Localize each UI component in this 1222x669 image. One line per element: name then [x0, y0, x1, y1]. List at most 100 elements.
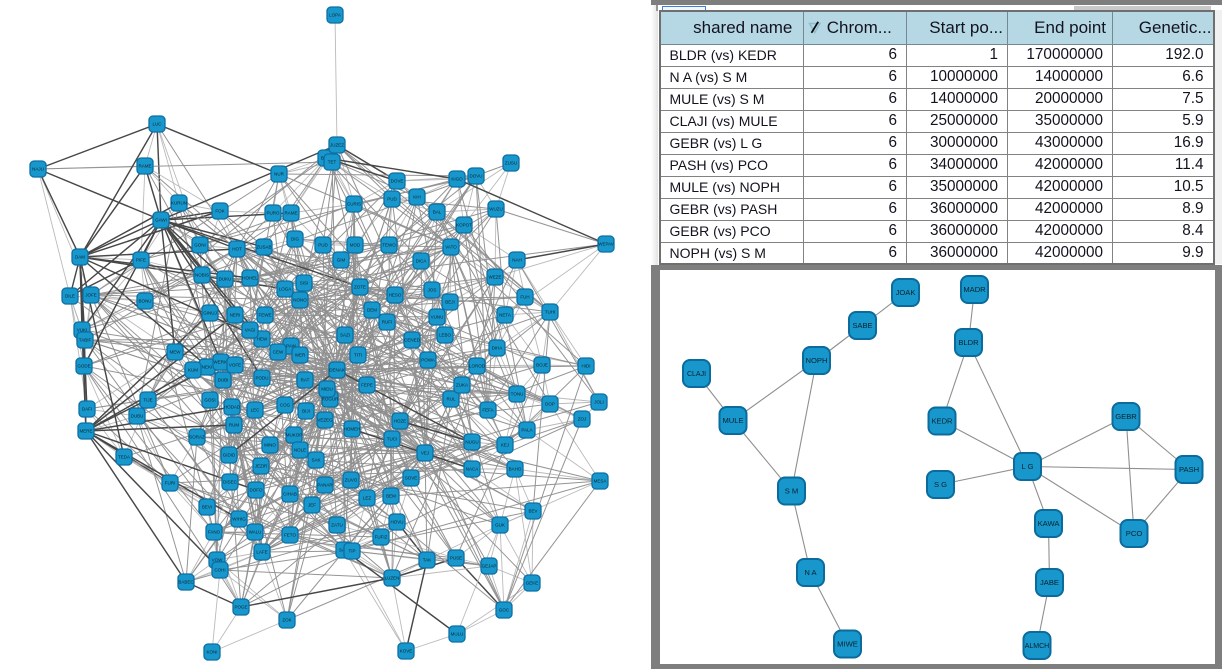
svg-text:MINO: MINO — [264, 443, 276, 448]
svg-text:JOLI: JOLI — [594, 400, 604, 405]
svg-text:KIGO: KIGO — [451, 177, 463, 182]
svg-text:MULE: MULE — [722, 416, 743, 425]
svg-text:PANAR: PANAR — [317, 483, 333, 488]
svg-text:PASH: PASH — [1179, 465, 1199, 474]
svg-text:NOLE: NOLE — [294, 448, 306, 453]
svg-text:NAH: NAH — [512, 258, 522, 263]
svg-text:DOVU: DOVU — [469, 174, 482, 179]
svg-text:VATO: VATO — [445, 245, 457, 250]
svg-text:RUL: RUL — [446, 397, 455, 402]
svg-text:CENED: CENED — [404, 338, 421, 343]
svg-text:LEZ: LEZ — [363, 496, 372, 501]
svg-text:TUCI: TUCI — [387, 437, 398, 442]
svg-text:NAJU: NAJU — [32, 167, 44, 172]
svg-text:HOZE: HOZE — [394, 419, 407, 424]
svg-text:GONI: GONI — [194, 243, 206, 248]
svg-text:CIHAB: CIHAB — [283, 492, 297, 497]
svg-text:GEJAP: GEJAP — [482, 564, 497, 569]
svg-text:WALU: WALU — [249, 530, 262, 535]
svg-text:SOVE: SOVE — [405, 476, 418, 481]
svg-text:POWA: POWA — [421, 358, 435, 363]
svg-text:RUFI: RUFI — [382, 320, 393, 325]
svg-text:FOK: FOK — [215, 209, 224, 214]
svg-text:MOD: MOD — [350, 243, 361, 248]
svg-text:LOGA: LOGA — [279, 287, 292, 292]
svg-text:DEM: DEM — [367, 308, 377, 313]
svg-text:KURUN: KURUN — [171, 201, 187, 206]
svg-text:DOP: DOP — [545, 402, 555, 407]
svg-text:NEKI: NEKI — [202, 365, 213, 370]
svg-text:FURI: FURI — [165, 481, 176, 486]
svg-text:GAWI: GAWI — [155, 218, 167, 223]
svg-text:RUM: RUM — [229, 423, 239, 428]
svg-text:RAT: RAT — [301, 378, 310, 383]
svg-text:KOVE: KOVE — [400, 649, 413, 654]
svg-text:SORAZ: SORAZ — [189, 435, 205, 440]
svg-text:VUKI: VUKI — [77, 328, 88, 333]
svg-text:PODU: PODU — [255, 376, 268, 381]
svg-text:VOFE: VOFE — [229, 363, 241, 368]
svg-text:FEFA: FEFA — [482, 408, 493, 413]
svg-text:ZUVO: ZUVO — [345, 478, 358, 483]
svg-text:BABEC: BABEC — [178, 580, 194, 585]
svg-text:FUH: FUH — [520, 295, 529, 300]
svg-text:GEKE: GEKE — [526, 581, 539, 586]
svg-text:GEBR: GEBR — [1115, 412, 1137, 421]
svg-text:VEZEG: VEZEG — [317, 418, 333, 423]
svg-text:NUGU: NUGU — [465, 440, 478, 445]
svg-text:WERIC: WERIC — [214, 360, 230, 365]
svg-text:SAK: SAK — [311, 458, 320, 463]
svg-text:GOSI: GOSI — [204, 398, 215, 403]
svg-text:VOW: VOW — [212, 558, 224, 563]
svg-text:CURIS: CURIS — [347, 202, 361, 207]
svg-text:GIDID: GIDID — [223, 453, 236, 458]
svg-text:KEDR: KEDR — [931, 417, 953, 426]
svg-text:LUC: LUC — [152, 122, 162, 127]
svg-text:LOPA: LOPA — [329, 13, 341, 18]
svg-text:GINUJ: GINUJ — [203, 311, 217, 316]
svg-text:KEJ: KEJ — [501, 443, 509, 448]
svg-text:GODE: GODE — [77, 364, 90, 369]
svg-text:TET: TET — [328, 160, 337, 165]
svg-text:LUZEN: LUZEN — [385, 576, 400, 581]
svg-text:WEZE: WEZE — [489, 275, 502, 280]
svg-text:TAK: TAK — [423, 558, 431, 563]
svg-text:L G: L G — [1022, 462, 1034, 471]
svg-text:MULU: MULU — [451, 632, 464, 637]
svg-text:RAME: RAME — [138, 164, 151, 169]
svg-text:WIHIG: WIHIG — [232, 517, 246, 522]
svg-text:CLAJI: CLAJI — [687, 371, 706, 378]
svg-text:JUZEZ: JUZEZ — [330, 143, 344, 148]
svg-text:BEVI: BEVI — [202, 505, 212, 510]
svg-text:HOMEH: HOMEH — [344, 427, 361, 432]
svg-text:RAME: RAME — [284, 211, 297, 216]
svg-text:LOROD: LOROD — [469, 364, 486, 369]
svg-text:S G: S G — [934, 480, 947, 489]
svg-text:PIFE: PIFE — [136, 258, 146, 263]
svg-text:DIG: DIG — [291, 237, 300, 242]
svg-text:FANO: FANO — [208, 530, 221, 535]
svg-text:MESA: MESA — [594, 479, 607, 484]
svg-text:NACA: NACA — [466, 467, 479, 472]
svg-text:LEC: LEC — [251, 408, 261, 413]
svg-text:POGE: POGE — [234, 605, 247, 610]
svg-text:MUKOP: MUKOP — [286, 433, 303, 438]
svg-text:DUKU: DUKU — [219, 277, 232, 282]
svg-text:BEV: BEV — [528, 509, 537, 514]
svg-text:PUD: PUD — [387, 197, 397, 202]
svg-text:ALMCH: ALMCH — [1025, 643, 1050, 650]
svg-text:VEJ: VEJ — [421, 451, 429, 456]
svg-text:DOVE: DOVE — [391, 179, 404, 184]
svg-text:NUR: NUR — [274, 172, 284, 177]
svg-text:TEWO: TEWO — [382, 243, 396, 248]
svg-text:DILE: DILE — [65, 294, 75, 299]
svg-text:GIM: GIM — [337, 258, 346, 263]
svg-text:BEM: BEM — [386, 494, 396, 499]
svg-text:JABE: JABE — [1040, 578, 1059, 587]
svg-text:NERI: NERI — [230, 313, 241, 318]
svg-text:TONU: TONU — [511, 392, 524, 397]
svg-text:DUBI: DUBI — [218, 378, 229, 383]
svg-text:HESO: HESO — [389, 293, 402, 298]
svg-text:CEW: CEW — [273, 350, 284, 355]
svg-text:NETA: NETA — [499, 313, 511, 318]
